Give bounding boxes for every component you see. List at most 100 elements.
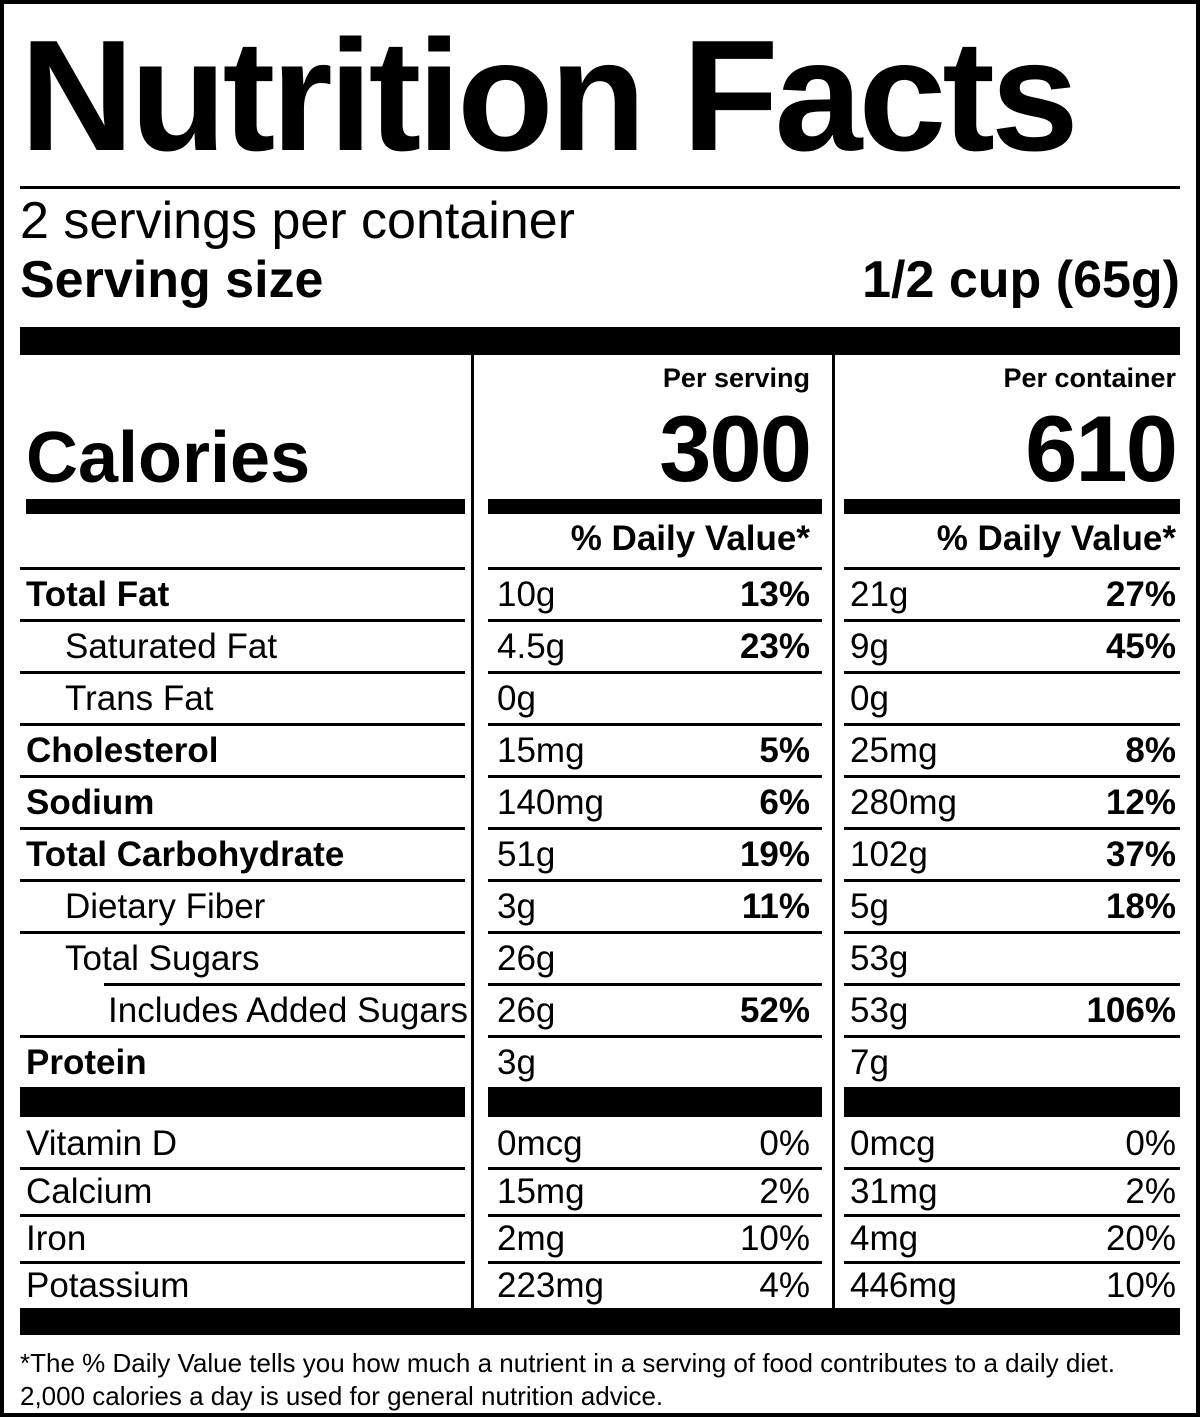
daily-value-header-container-cell: % Daily Value* [844, 499, 1180, 567]
container-amount: 7g [850, 1042, 889, 1082]
separator-bar [844, 1087, 1180, 1117]
serving-values: 3g [488, 1035, 822, 1087]
vitamin-row-vitamin-d: Vitamin D 0mcg 0% 0mcg 0% [20, 1120, 1180, 1167]
nutrient-row-total-sugars: Total Sugars 26g 53g [20, 931, 1180, 983]
container-values: 280mg 12% [844, 775, 1180, 827]
nutrient-row-saturated-fat: Saturated Fat 4.5g 23% 9g 45% [20, 619, 1180, 671]
nutrient-row-cholesterol: Cholesterol 15mg 5% 25mg 8% [20, 723, 1180, 775]
container-daily-value: 12% [1105, 782, 1176, 822]
serving-daily-value: 11% [741, 886, 810, 926]
per-serving-header: Per serving [662, 363, 810, 393]
nutrient-name: Dietary Fiber [20, 879, 465, 931]
calories-label: Calories [26, 417, 311, 498]
container-amount: 4mg [850, 1219, 919, 1258]
nutrient-name: Iron [20, 1214, 465, 1261]
serving-daily-value: 6% [759, 782, 810, 822]
serving-amount: 3g [497, 1042, 536, 1082]
container-daily-value: 20% [1105, 1219, 1176, 1258]
nutrient-name: Potassium [20, 1261, 465, 1308]
container-amount: 0mcg [850, 1123, 936, 1163]
container-daily-value: 8% [1125, 730, 1176, 770]
container-values: 0mcg 0% [844, 1120, 1180, 1167]
serving-amount: 26g [497, 938, 556, 978]
serving-size-row: Serving size 1/2 cup (65g) [20, 249, 1180, 311]
column-divider-right [832, 355, 835, 1308]
container-values: 7g [844, 1035, 1180, 1087]
serving-amount: 140mg [497, 782, 605, 822]
nutrient-name: Total Carbohydrate [20, 827, 465, 879]
serving-amount: 26g [497, 990, 556, 1030]
serving-values: 15mg 5% [488, 723, 822, 775]
nutrient-row-protein: Protein 3g 7g [20, 1035, 1180, 1087]
calories-per-container-cell: Per container 610 [844, 355, 1180, 499]
column-divider-left [471, 355, 474, 1308]
container-values: 0g [844, 671, 1180, 723]
serving-values: 0mcg 0% [488, 1120, 822, 1167]
vitamin-row-iron: Iron 2mg 10% 4mg 20% [20, 1214, 1180, 1261]
nutrient-row-trans-fat: Trans Fat 0g 0g [20, 671, 1180, 723]
serving-daily-value: 19% [739, 834, 810, 874]
nutrient-name: Saturated Fat [20, 619, 465, 671]
container-amount: 25mg [850, 730, 938, 770]
calories-per-serving-value: 300 [659, 395, 812, 501]
daily-value-header-row: % Daily Value* % Daily Value* [20, 499, 1180, 567]
container-amount: 9g [850, 626, 889, 666]
footnote-line-1: *The % Daily Value tells you how much a … [20, 1348, 1115, 1378]
container-daily-value: 2% [1125, 1172, 1176, 1211]
footnote-text: *The % Daily Value tells you how much a … [20, 1347, 1180, 1413]
serving-amount: 0g [497, 678, 536, 718]
mid-separator-bar [488, 499, 822, 514]
daily-value-bar-left [20, 499, 465, 567]
container-amount: 31mg [850, 1172, 938, 1211]
serving-amount: 2mg [497, 1219, 566, 1258]
nutrient-name: Total Fat [20, 567, 465, 619]
serving-values: 3g 11% [488, 879, 822, 931]
container-values: 53g [844, 931, 1180, 983]
serving-amount: 10g [497, 574, 556, 614]
nutrient-row-added-sugars: Includes Added Sugars 26g 52% 53g 106% [20, 983, 1180, 1035]
container-amount: 53g [850, 938, 909, 978]
container-daily-value: 10% [1105, 1266, 1176, 1305]
serving-values: 140mg 6% [488, 775, 822, 827]
container-values: 53g 106% [844, 983, 1180, 1035]
container-amount: 102g [850, 834, 928, 874]
serving-daily-value: 52% [739, 990, 810, 1030]
calories-row: Calories Per serving 300 Per container 6… [20, 355, 1180, 499]
serving-amount: 4.5g [497, 626, 566, 666]
serving-values: 2mg 10% [488, 1214, 822, 1261]
footnote-line-2: 2,000 calories a day is used for general… [20, 1381, 664, 1411]
mid-separator-bar [844, 499, 1180, 514]
serving-amount: 51g [497, 834, 556, 874]
container-values: 5g 18% [844, 879, 1180, 931]
top-separator-bar [20, 327, 1180, 355]
calories-per-serving-cell: Per serving 300 [488, 355, 822, 499]
serving-values: 26g 52% [488, 983, 822, 1035]
container-values: 102g 37% [844, 827, 1180, 879]
serving-values: 223mg 4% [488, 1261, 822, 1308]
per-container-header: Per container [1003, 363, 1176, 393]
container-daily-value: 27% [1105, 574, 1176, 614]
serving-values: 26g [488, 931, 822, 983]
container-daily-value: 37% [1105, 834, 1176, 874]
micronutrient-separator-row [20, 1087, 1180, 1120]
nutrient-name: Trans Fat [20, 671, 465, 723]
container-daily-value: 45% [1105, 626, 1176, 666]
daily-value-header-serving: % Daily Value* [570, 519, 810, 558]
nutrient-row-total-fat: Total Fat 10g 13% 21g 27% [20, 567, 1180, 619]
serving-amount: 15mg [497, 730, 585, 770]
container-values: 31mg 2% [844, 1167, 1180, 1214]
container-values: 25mg 8% [844, 723, 1180, 775]
calories-per-container-value: 610 [1025, 395, 1178, 501]
serving-values: 51g 19% [488, 827, 822, 879]
nutrient-name: Cholesterol [20, 723, 465, 775]
serving-daily-value: 13% [739, 574, 810, 614]
container-amount: 280mg [850, 782, 958, 822]
container-values: 446mg 10% [844, 1261, 1180, 1308]
serving-values: 4.5g 23% [488, 619, 822, 671]
nutrient-name: Sodium [20, 775, 465, 827]
container-amount: 0g [850, 678, 889, 718]
serving-values: 0g [488, 671, 822, 723]
serving-daily-value: 10% [739, 1219, 810, 1258]
serving-size-label: Serving size [20, 251, 324, 309]
daily-value-header-container: % Daily Value* [936, 519, 1176, 558]
